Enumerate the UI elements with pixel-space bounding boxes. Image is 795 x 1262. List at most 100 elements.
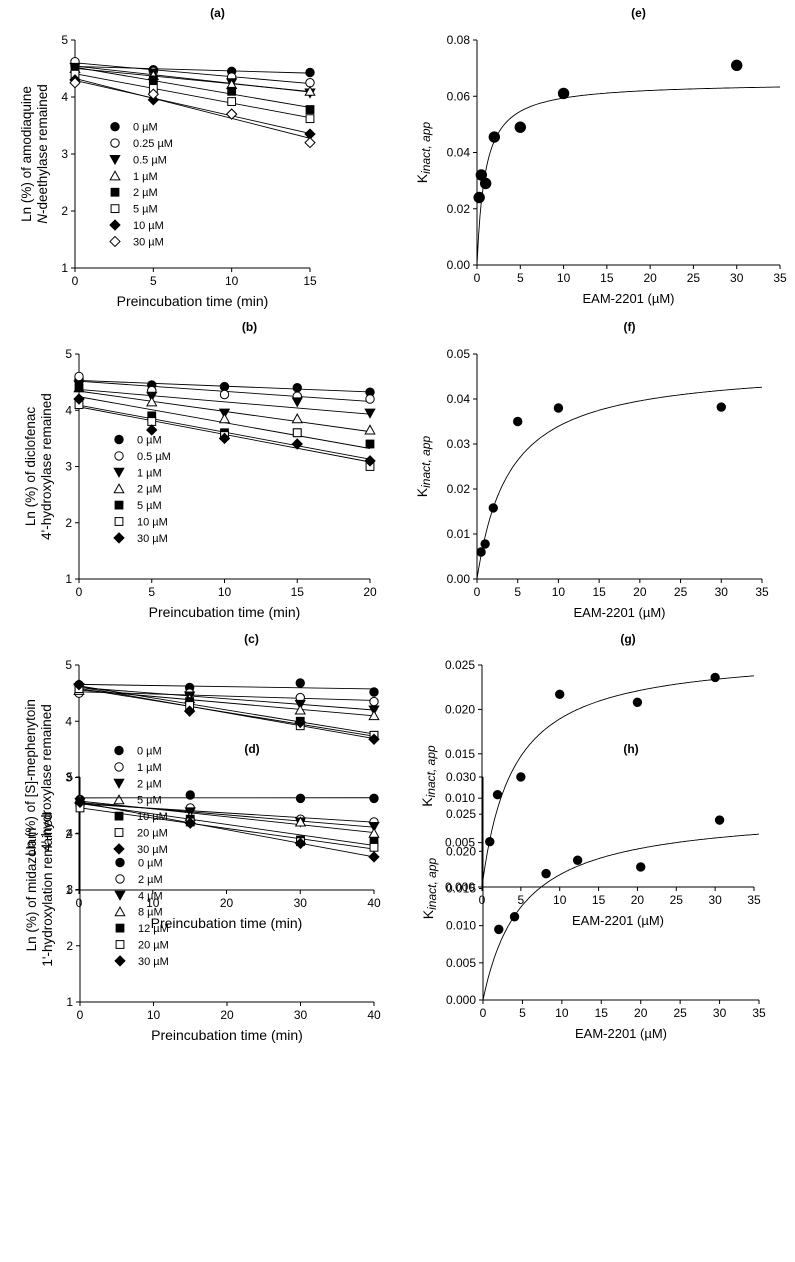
data-point [716, 402, 726, 412]
y-axis-label: Ln (%) of amodiaquine [19, 86, 34, 222]
x-tick-label: 5 [517, 271, 524, 285]
legend-marker [113, 778, 125, 789]
panel-b: (b) 0 5 10 15 20 1 2 3 4 5 Preincubation time (min)… [23, 320, 377, 620]
y-axis-label: 4'-hydroxylase remained [39, 704, 54, 851]
y-tick-label: 0.01 [447, 527, 471, 541]
legend-label: 2 µM [137, 484, 162, 496]
regression-line [79, 802, 375, 858]
data-point [146, 424, 158, 436]
data-point [494, 924, 504, 935]
legend-marker [114, 745, 124, 756]
x-tick-label: 10 [225, 274, 239, 288]
legend-label: 30 µM [133, 236, 164, 248]
panel-title: (d) [244, 742, 259, 756]
y-tick-label: 0.06 [447, 89, 471, 103]
x-tick-label: 20 [220, 1008, 234, 1022]
data-point [218, 432, 231, 445]
y-tick-label: 0.020 [445, 702, 475, 716]
y-tick-label: 2 [65, 827, 72, 841]
y-axis-label-k: K [414, 173, 430, 183]
data-point [304, 85, 316, 96]
y-axis-label-sub: inact, app [424, 745, 438, 797]
y-tick-label: 0.04 [447, 392, 471, 406]
data-point [541, 868, 551, 879]
data-point [714, 815, 725, 825]
data-point [305, 67, 315, 78]
x-tick-label: 25 [670, 893, 684, 907]
legend-marker [109, 170, 121, 181]
legend-label: 20 µM [137, 828, 168, 840]
data-point [365, 439, 375, 449]
data-point [368, 709, 380, 721]
x-tick-label: 30 [294, 896, 308, 910]
legend-marker [110, 187, 120, 197]
legend-marker [115, 874, 125, 884]
y-tick-label: 0.020 [446, 844, 476, 858]
legend-label: 0 µM [138, 858, 163, 870]
x-tick-label: 30 [713, 1006, 727, 1020]
data-point [148, 75, 158, 85]
x-tick-label: 0 [474, 585, 481, 599]
legend-marker [115, 857, 125, 868]
legend-label: 2 µM [133, 187, 158, 199]
panel-g: (g) 0 5 10 15 20 25 30 35 0.000 0.005 0.010 0.015 0.0… [419, 632, 761, 928]
data-point [147, 88, 160, 100]
data-point [219, 381, 230, 392]
x-tick-label: 25 [687, 271, 701, 285]
data-point [479, 177, 492, 190]
x-tick-label: 15 [600, 271, 614, 285]
x-tick-label: 35 [747, 893, 761, 907]
data-point [73, 678, 85, 691]
x-tick-label: 25 [673, 1006, 687, 1020]
x-tick-label: 10 [218, 585, 232, 599]
fit-curve [482, 833, 760, 1001]
legend-label: 1 µM [133, 171, 158, 183]
y-tick-label: 4 [65, 714, 72, 728]
y-axis-label-k: K [420, 909, 436, 919]
x-axis-label: Preincubation time (min) [151, 915, 303, 931]
data-point [225, 108, 238, 120]
x-tick-label: 20 [633, 585, 647, 599]
regression-line [74, 66, 311, 108]
regression-line [74, 73, 311, 119]
legend-label: 0 µM [137, 435, 162, 447]
legend-label: 10 µM [137, 517, 168, 529]
x-axis-label: EAM-2201 (µM) [572, 913, 664, 928]
panel-title: (a) [210, 6, 225, 20]
x-tick-label: 30 [730, 271, 744, 285]
legend-marker [114, 500, 124, 510]
data-point [304, 136, 316, 149]
x-tick-label: 0 [76, 896, 83, 910]
legend-marker [115, 923, 125, 933]
data-point [636, 862, 646, 872]
x-tick-label: 0 [72, 274, 79, 288]
regression-line [74, 67, 311, 92]
legend-marker [113, 467, 125, 478]
y-tick-label: 4 [65, 403, 72, 417]
data-point [294, 716, 306, 729]
panel-title: (f) [624, 320, 636, 334]
data-point [294, 704, 306, 715]
data-point [185, 790, 195, 800]
legend-marker [114, 906, 126, 917]
data-point [73, 393, 85, 405]
x-tick-label: 0 [479, 893, 486, 907]
y-tick-label: 0.005 [446, 956, 476, 970]
y-tick-label: 0.015 [446, 882, 476, 896]
x-tick-label: 10 [555, 1006, 569, 1020]
data-point [514, 121, 526, 133]
y-axis-label-k: K [414, 487, 430, 497]
regression-line [79, 802, 375, 828]
y-tick-label: 0.025 [445, 658, 475, 672]
legend-marker [113, 532, 125, 544]
data-point [291, 438, 303, 450]
x-tick-label: 35 [773, 271, 787, 285]
legend-label: 0.5 µM [137, 451, 171, 463]
legend-marker [114, 451, 124, 461]
y-tick-label: 5 [61, 33, 68, 47]
y-tick-label: 1 [61, 261, 68, 275]
data-point [74, 796, 86, 809]
y-tick-label: 0.02 [447, 202, 471, 216]
x-tick-label: 10 [557, 271, 571, 285]
legend-marker [109, 235, 121, 248]
